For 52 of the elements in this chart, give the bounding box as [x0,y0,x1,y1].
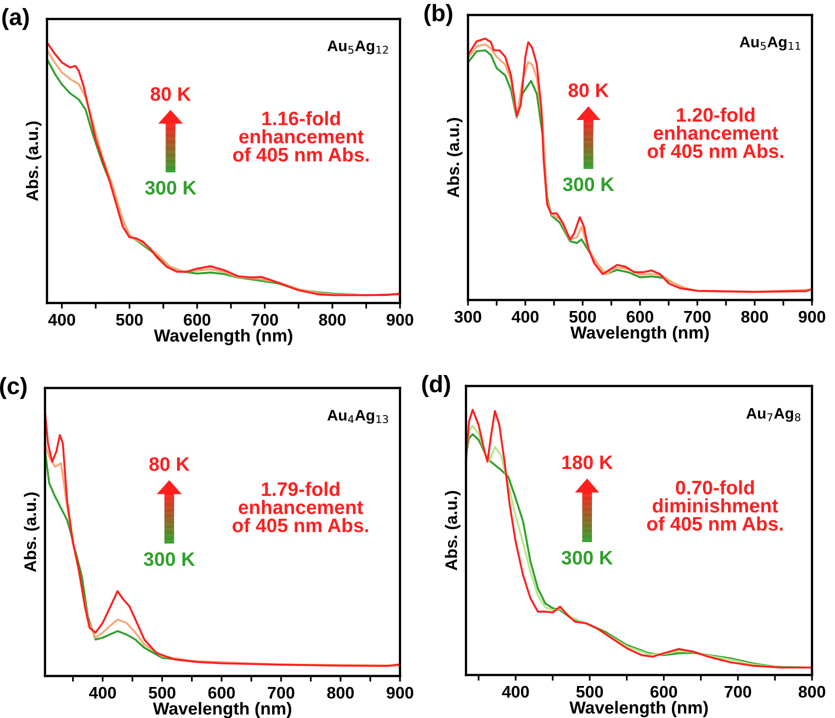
x-tick-label: 600 [208,686,235,699]
annotation: 80 K [150,87,191,101]
x-tick-label: 700 [252,314,278,326]
x-tick-label: 400 [512,310,539,323]
annotation: Au$_{7}$Ag$_{8}$ [746,408,800,422]
x-tick-label: 300 [454,310,482,323]
annotation: 0.70-fold diminishment of 405 nm Abs. [647,480,783,531]
x-tick-label: 800 [798,686,826,698]
x-tick-label: 900 [386,314,414,326]
x-tick-label: 800 [319,314,346,326]
annotation: 300 K [562,550,613,565]
annotation: 80 K [568,83,609,98]
x-axis-title: Wavelength (nm) [570,326,709,342]
chart-title: (c) [0,376,27,400]
y-axis-title: Abs. (a.u.) [26,122,42,201]
annotation: 180 K [562,455,613,470]
x-tick-label: 900 [386,686,414,699]
annotation: 1.20-fold enhancement of 405 nm Abs. [648,108,784,158]
x-tick-label: 400 [89,686,116,699]
annotation: 1.79-fold enhancement of 405 nm Abs. [232,482,368,532]
x-tick-label: 700 [268,686,294,699]
x-tick-label: 600 [626,310,654,323]
annotation: Au$_{5}$Ag$_{11}$ [740,36,800,50]
annotation: Au$_{5}$Ag$_{12}$ [327,40,388,54]
y-axis-title: Abs. (a.u.) [444,491,460,570]
x-tick-label: 500 [116,314,143,326]
x-tick-label: 600 [184,314,210,326]
x-tick-label: 400 [48,314,76,326]
annotation: 80 K [149,457,190,471]
x-tick-label: 900 [798,310,826,323]
annotation: 1.16-fold enhancement of 405 nm Abs. [233,111,369,162]
annotation: 300 K [145,180,196,195]
annotation: Au$_{4}$Ag$_{13}$ [327,410,388,424]
annotation: 300 K [562,177,614,192]
x-tick-label: 400 [502,686,529,698]
x-axis-title: Wavelength (nm) [152,702,292,718]
x-tick-label: 600 [650,686,678,698]
x-tick-label: 800 [741,310,768,323]
chart-title: (d) [422,374,450,398]
y-axis-title: Abs. (a.u.) [24,492,40,572]
x-tick-label: 700 [724,686,752,698]
chart-title: (a) [2,8,29,30]
x-tick-label: 700 [684,310,711,323]
x-tick-label: 500 [569,310,596,323]
x-axis-title: Wavelength (nm) [569,700,708,718]
x-axis-title: Wavelength (nm) [154,328,292,346]
y-axis-title: Abs. (a.u.) [446,118,462,198]
x-tick-label: 500 [576,686,603,698]
chart-title: (b) [424,4,452,26]
x-tick-label: 500 [148,686,176,699]
x-tick-label: 800 [327,686,354,699]
annotation: 300 K [144,552,196,566]
